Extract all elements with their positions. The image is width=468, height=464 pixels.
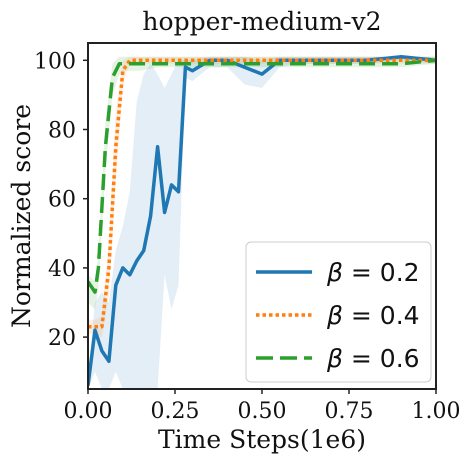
series-line-3 bbox=[88, 58, 436, 294]
confidence-bands bbox=[88, 56, 436, 389]
chart-title: hopper-medium-v2 bbox=[142, 7, 381, 36]
x-axis-ticks: 0.00 0.25 0.50 0.75 1.00 bbox=[64, 389, 461, 424]
y-axis-label: Normalized score bbox=[7, 104, 36, 328]
legend-label-1: β = 0.2 bbox=[326, 258, 420, 287]
x-tick-label: 0.25 bbox=[151, 399, 200, 424]
x-tick-label: 0.50 bbox=[238, 399, 287, 424]
legend-box bbox=[245, 241, 432, 383]
y-tick-label: 100 bbox=[34, 49, 76, 74]
legend-label-3: β = 0.6 bbox=[326, 344, 420, 373]
legend: β = 0.2 β = 0.4 β = 0.6 bbox=[245, 241, 432, 383]
y-axis-ticks: 20 40 60 80 100 bbox=[34, 49, 88, 351]
x-axis-label: Time Steps(1e6) bbox=[158, 425, 366, 454]
y-tick-label: 60 bbox=[48, 188, 76, 213]
series-band-1 bbox=[88, 56, 436, 389]
y-tick-label: 40 bbox=[48, 257, 76, 282]
x-tick-label: 0.75 bbox=[325, 399, 374, 424]
x-tick-label: 1.00 bbox=[412, 399, 461, 424]
series-lines bbox=[88, 55, 436, 386]
y-tick-label: 80 bbox=[48, 119, 76, 144]
series-line-1 bbox=[88, 55, 436, 386]
y-tick-label: 20 bbox=[48, 326, 76, 351]
legend-label-2: β = 0.4 bbox=[326, 301, 420, 330]
x-tick-label: 0.00 bbox=[64, 399, 113, 424]
series-line-2 bbox=[88, 58, 436, 329]
